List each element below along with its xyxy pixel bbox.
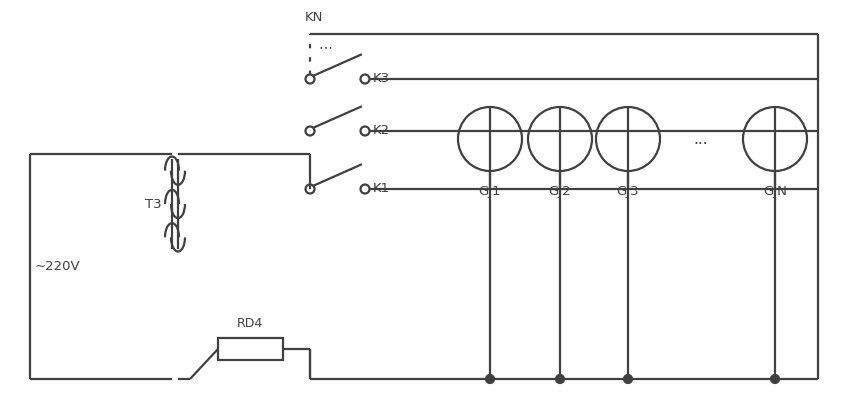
Circle shape (624, 375, 632, 383)
Text: K2: K2 (373, 124, 390, 137)
Text: RD4: RD4 (237, 317, 263, 330)
Text: K1: K1 (373, 182, 390, 196)
Text: T3: T3 (146, 198, 162, 211)
Text: GJN: GJN (763, 185, 787, 198)
Text: GJ3: GJ3 (616, 185, 639, 198)
Circle shape (771, 375, 779, 383)
Text: ⋯: ⋯ (318, 40, 332, 54)
Bar (218, 338, 283, 360)
Text: GJ2: GJ2 (549, 185, 572, 198)
Text: K3: K3 (373, 72, 390, 85)
Text: GJ1: GJ1 (479, 185, 501, 198)
Text: ~220V: ~220V (35, 260, 81, 273)
Text: ...: ... (694, 132, 708, 146)
Circle shape (486, 375, 494, 383)
Text: KN: KN (305, 11, 323, 24)
Circle shape (556, 375, 564, 383)
